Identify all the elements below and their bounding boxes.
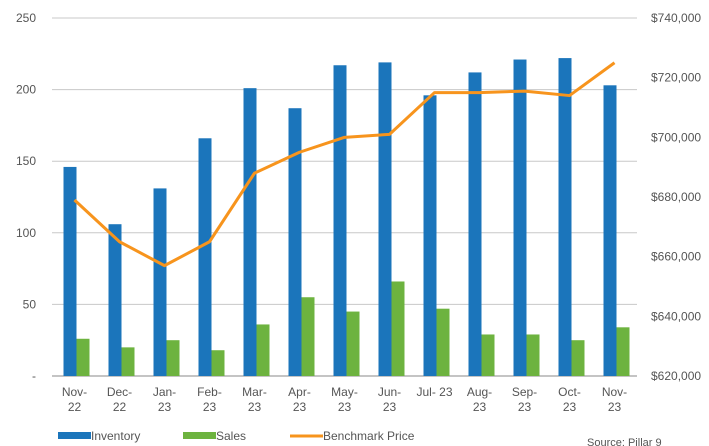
inventory-bar bbox=[153, 188, 167, 376]
legend-label: Inventory bbox=[91, 429, 140, 443]
right-tick-label: $680,000 bbox=[651, 190, 701, 204]
right-tick-label: $660,000 bbox=[651, 250, 701, 264]
bars bbox=[63, 58, 630, 377]
x-tick-label: Nov-23 bbox=[602, 385, 627, 414]
inventory-bar bbox=[423, 95, 437, 376]
source-note: Source: Pillar 9 bbox=[587, 437, 662, 446]
right-tick-label: $740,000 bbox=[651, 11, 701, 25]
sales-bar bbox=[301, 297, 315, 376]
left-tick-label: 100 bbox=[16, 226, 36, 240]
x-tick-label: Sep-23 bbox=[512, 385, 537, 414]
inventory-bar bbox=[288, 108, 302, 376]
x-tick-label: Aug-23 bbox=[467, 385, 492, 414]
x-tick-label: Jan-23 bbox=[153, 385, 176, 414]
inventory-bar bbox=[378, 62, 392, 376]
x-tick-label: Nov-22 bbox=[62, 385, 87, 414]
left-tick-label: 250 bbox=[16, 11, 36, 25]
x-tick-label: Apr-23 bbox=[288, 385, 311, 414]
x-tick-label: May-23 bbox=[331, 385, 358, 414]
left-tick-label: 50 bbox=[23, 297, 37, 311]
sales-bar bbox=[571, 340, 585, 376]
right-axis: $620,000 $640,000 $660,000 $680,000 $700,000… bbox=[651, 11, 701, 383]
sales-bar bbox=[166, 340, 180, 376]
legend-label: Benchmark Price bbox=[323, 429, 415, 443]
left-tick-label: - bbox=[32, 369, 36, 383]
sales-bar bbox=[481, 334, 495, 376]
inventory-bar bbox=[108, 224, 122, 376]
right-tick-label: $700,000 bbox=[651, 130, 701, 144]
legend: Inventory Sales Benchmark Price bbox=[58, 429, 415, 443]
sales-bar bbox=[211, 350, 225, 376]
left-axis: - 50 100 150 200 250 bbox=[16, 11, 36, 383]
x-tick-label: Jul- 23 bbox=[416, 385, 452, 399]
inventory-bar bbox=[198, 138, 212, 376]
sales-bar bbox=[76, 338, 90, 376]
inventory-bar bbox=[513, 59, 527, 376]
inventory-bar bbox=[558, 58, 572, 376]
inventory-bar bbox=[63, 166, 77, 376]
inventory-bar bbox=[468, 72, 482, 376]
x-tick-label: Feb-23 bbox=[197, 385, 222, 414]
legend-label: Sales bbox=[216, 429, 246, 443]
benchmark-line bbox=[73, 61, 616, 268]
x-tick-label: Jun-23 bbox=[378, 385, 401, 414]
x-tick-label: Mar-23 bbox=[242, 385, 267, 414]
legend-swatch bbox=[183, 432, 216, 439]
right-tick-label: $720,000 bbox=[651, 71, 701, 85]
right-tick-label: $640,000 bbox=[651, 309, 701, 323]
x-tick-label: Dec-22 bbox=[107, 385, 132, 414]
x-axis: Nov-22 Dec-22 Jan-23 Feb-23 Mar-23 Apr-23 May-… bbox=[62, 385, 627, 414]
inventory-bar bbox=[243, 88, 257, 376]
left-tick-label: 200 bbox=[16, 83, 36, 97]
sales-bar bbox=[121, 347, 135, 376]
legend-swatch bbox=[58, 432, 91, 439]
left-tick-label: 150 bbox=[16, 154, 36, 168]
sales-bar bbox=[616, 327, 630, 376]
inventory-bar bbox=[333, 65, 347, 377]
x-tick-label: Oct-23 bbox=[558, 385, 581, 414]
sales-bar bbox=[391, 281, 405, 376]
sales-bar bbox=[256, 324, 270, 376]
sales-bar bbox=[346, 311, 360, 376]
sales-bar bbox=[436, 308, 450, 376]
right-tick-label: $620,000 bbox=[651, 369, 701, 383]
inventory-bar bbox=[603, 85, 617, 376]
benchmark-price-line bbox=[73, 61, 616, 268]
sales-bar bbox=[526, 334, 540, 376]
